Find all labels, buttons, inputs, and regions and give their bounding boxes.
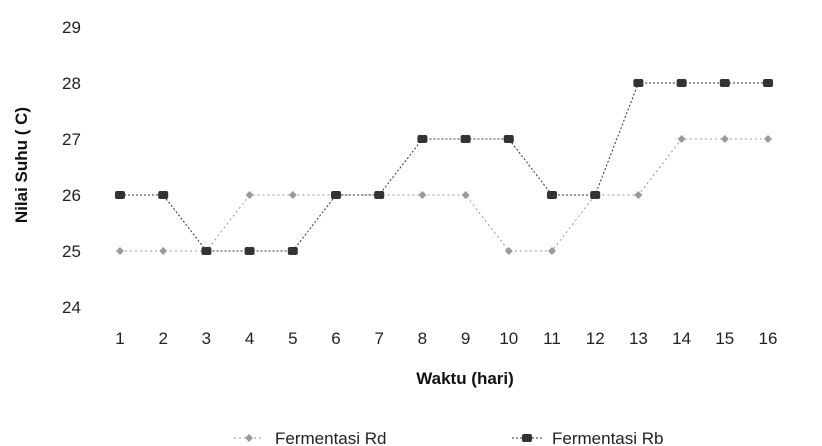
y-tick-label: 28 xyxy=(62,74,81,93)
x-tick-label: 8 xyxy=(418,329,427,348)
x-tick-label: 6 xyxy=(331,329,340,348)
data-point xyxy=(374,191,385,199)
legend-swatch-marker-rb xyxy=(522,434,532,442)
data-point xyxy=(159,247,168,255)
series-layer xyxy=(115,79,773,255)
x-tick-label: 15 xyxy=(715,329,734,348)
data-point xyxy=(719,79,730,87)
series-line xyxy=(120,82,768,252)
data-point xyxy=(245,191,254,199)
x-tick-label: 13 xyxy=(629,329,648,348)
data-point xyxy=(503,135,514,143)
data-point xyxy=(676,79,687,87)
x-tick-label: 4 xyxy=(245,329,254,348)
legend-label-rd: Fermentasi Rd xyxy=(275,429,386,446)
legend-swatch-marker-rd xyxy=(245,434,253,442)
data-point xyxy=(720,135,729,143)
x-tick-label: 10 xyxy=(499,329,518,348)
data-point xyxy=(244,247,255,255)
y-axis-ticks: 24 25 26 27 28 29 xyxy=(62,18,81,317)
x-axis-title: Waktu (hari) xyxy=(416,369,514,388)
x-tick-label: 12 xyxy=(586,329,605,348)
series-rd xyxy=(116,135,772,255)
legend: Fermentasi Rd Fermentasi Rb xyxy=(234,429,663,446)
data-point xyxy=(634,191,643,199)
legend-item-rd: Fermentasi Rd xyxy=(234,429,386,446)
data-point xyxy=(764,135,772,143)
data-point xyxy=(548,247,556,255)
x-tick-label: 7 xyxy=(374,329,383,348)
y-tick-label: 25 xyxy=(62,242,81,261)
x-axis-ticks: 1 2 3 4 5 6 7 8 9 10 11 12 13 14 15 16 xyxy=(115,329,777,348)
data-point xyxy=(288,191,297,199)
series-rb xyxy=(115,79,773,255)
data-point xyxy=(158,191,169,199)
data-point xyxy=(417,135,428,143)
data-point xyxy=(460,135,471,143)
x-tick-label: 11 xyxy=(543,329,561,348)
data-point xyxy=(677,135,686,143)
data-point xyxy=(116,247,124,255)
y-tick-label: 26 xyxy=(62,186,81,205)
data-point xyxy=(763,79,773,87)
y-tick-label: 24 xyxy=(62,298,81,317)
data-point xyxy=(418,191,427,199)
data-point xyxy=(287,247,298,255)
data-point xyxy=(547,191,557,199)
x-tick-label: 9 xyxy=(461,329,470,348)
legend-item-rb: Fermentasi Rb xyxy=(512,429,663,446)
x-tick-label: 5 xyxy=(288,329,297,348)
data-point xyxy=(504,247,513,255)
data-point xyxy=(461,191,470,199)
y-tick-label: 29 xyxy=(62,18,81,37)
data-point xyxy=(331,191,341,199)
x-tick-label: 16 xyxy=(759,329,778,348)
x-tick-label: 1 xyxy=(115,329,124,348)
series-line xyxy=(120,138,768,252)
y-axis-title: Nilai Suhu ( C) xyxy=(12,107,31,223)
data-point xyxy=(115,191,125,199)
x-tick-label: 2 xyxy=(158,329,167,348)
data-point xyxy=(633,79,644,87)
legend-label-rb: Fermentasi Rb xyxy=(552,429,663,446)
data-point xyxy=(201,247,212,255)
x-tick-label: 3 xyxy=(202,329,211,348)
data-point xyxy=(590,191,601,199)
x-tick-label: 14 xyxy=(672,329,691,348)
y-tick-label: 27 xyxy=(62,130,81,149)
